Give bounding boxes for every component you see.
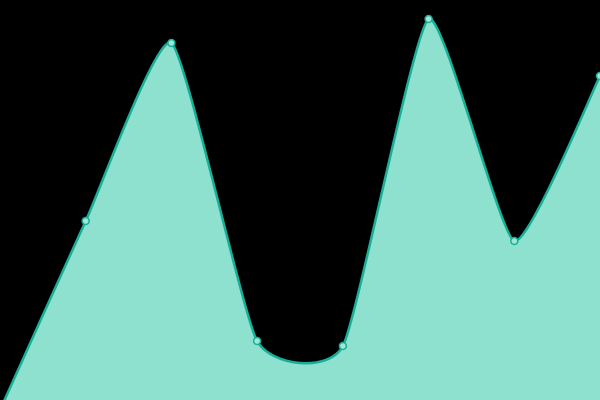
data-point-markers — [81, 14, 600, 351]
data-point-marker[interactable] — [252, 336, 262, 346]
data-point-marker[interactable] — [81, 216, 90, 226]
data-point-marker[interactable] — [167, 38, 176, 48]
area-fill — [4, 18, 600, 400]
data-point-marker[interactable] — [424, 14, 433, 24]
data-point-marker[interactable] — [595, 71, 600, 81]
data-point-marker[interactable] — [510, 236, 519, 246]
trend-line — [3, 17, 600, 400]
data-point-marker[interactable] — [338, 341, 348, 351]
